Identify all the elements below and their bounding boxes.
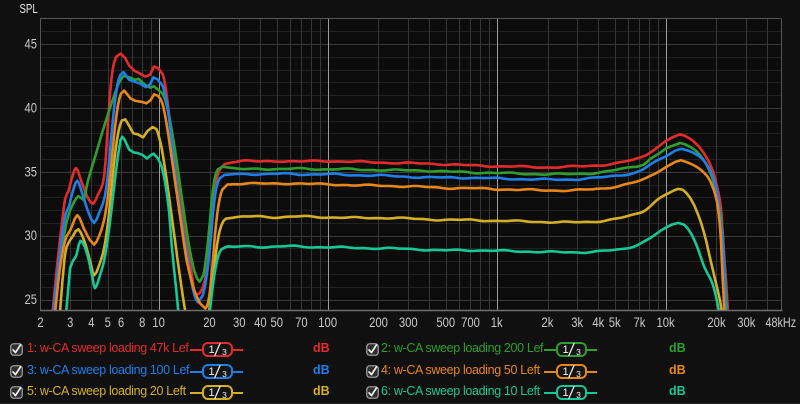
svg-text:70: 70 [295, 315, 308, 330]
svg-text:3k: 3k [571, 315, 583, 330]
svg-text:10: 10 [152, 315, 165, 330]
svg-text:30: 30 [233, 315, 246, 330]
svg-text:3: 3 [222, 390, 227, 400]
svg-text:1k: 1k [491, 315, 503, 330]
svg-text:6: 6 [118, 315, 124, 330]
svg-text:10k: 10k [657, 315, 675, 330]
svg-text:1: 1 [562, 344, 568, 356]
svg-text:40: 40 [254, 315, 267, 330]
svg-text:500: 500 [436, 315, 455, 330]
svg-text:3: 3 [222, 347, 227, 357]
svg-text:4: 4 [88, 315, 95, 330]
svg-text:45: 45 [25, 37, 38, 52]
svg-text:3: 3 [576, 390, 581, 400]
svg-text:200: 200 [369, 315, 388, 330]
svg-text:3: 3 [576, 347, 581, 357]
svg-text:4k: 4k [592, 315, 604, 330]
svg-text:2: 2 [37, 315, 43, 330]
svg-text:3: 3 [576, 369, 581, 379]
svg-text:3: 3 [222, 369, 227, 379]
svg-text:30k: 30k [737, 315, 755, 330]
svg-text:20k: 20k [707, 315, 725, 330]
svg-text:1: 1 [208, 366, 214, 378]
svg-text:8: 8 [139, 315, 145, 330]
svg-text:SPL: SPL [20, 1, 38, 16]
svg-text:20: 20 [203, 315, 216, 330]
svg-text:5: 5 [105, 315, 111, 330]
svg-text:1: 1 [208, 387, 214, 399]
svg-text:48kHz: 48kHz [766, 315, 797, 330]
svg-text:7k: 7k [634, 315, 646, 330]
svg-text:3: 3 [67, 315, 73, 330]
svg-text:300: 300 [399, 315, 418, 330]
svg-text:40: 40 [25, 100, 38, 115]
svg-text:30: 30 [25, 228, 38, 243]
svg-text:700: 700 [461, 315, 480, 330]
svg-text:5k: 5k [609, 315, 621, 330]
svg-text:35: 35 [25, 164, 38, 179]
svg-text:100: 100 [318, 315, 337, 330]
svg-text:1: 1 [562, 387, 568, 399]
svg-text:25: 25 [25, 292, 38, 307]
svg-text:50: 50 [271, 315, 284, 330]
svg-text:1: 1 [562, 366, 568, 378]
svg-text:1: 1 [208, 344, 214, 356]
svg-text:2k: 2k [542, 315, 554, 330]
